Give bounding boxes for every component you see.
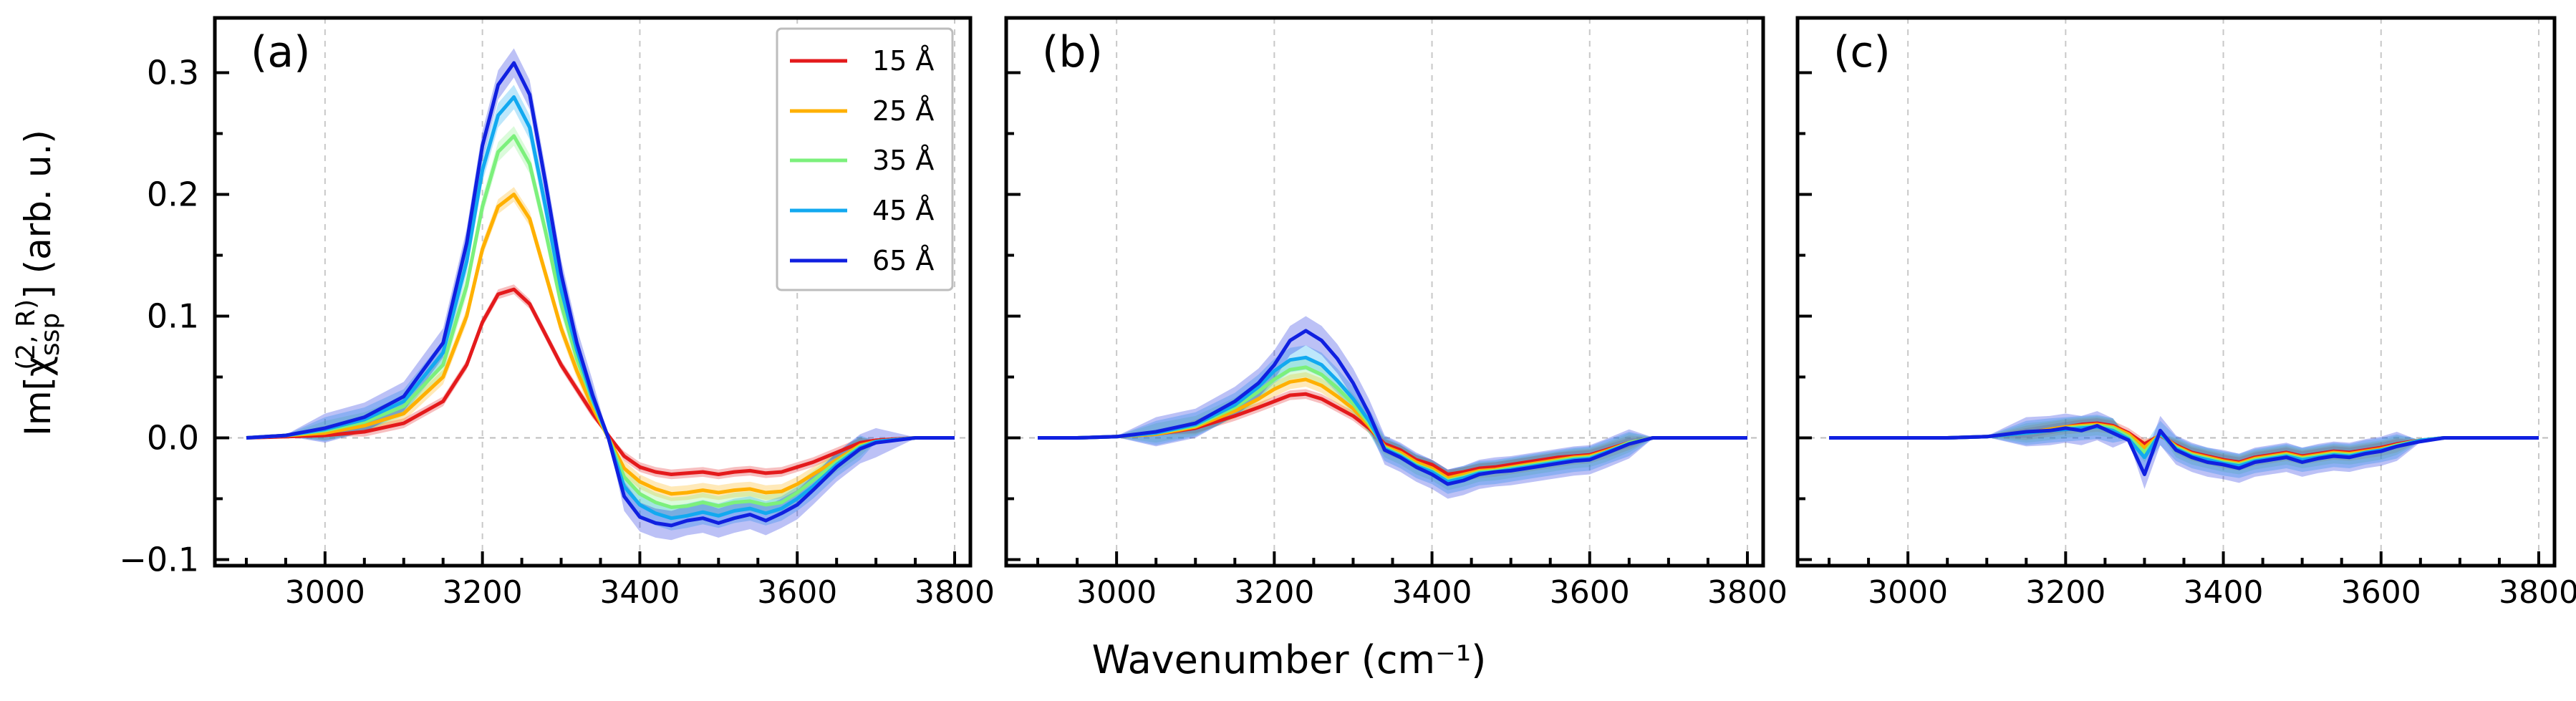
legend: 15 Å 25 Å 35 Å 45 Å 65 Å bbox=[776, 27, 954, 291]
panel-label: (c) bbox=[1833, 27, 1891, 77]
series-line-2 bbox=[246, 134, 955, 509]
x-tick-label: 3000 bbox=[1076, 574, 1157, 611]
y-axis-label-sup: (2, R) bbox=[11, 299, 41, 370]
x-tick-label: 3400 bbox=[2184, 574, 2264, 611]
x-tick-label: 3000 bbox=[1868, 574, 1948, 611]
series-line-3 bbox=[246, 95, 955, 521]
series-line-0 bbox=[246, 287, 955, 476]
series-line-4 bbox=[1038, 329, 1747, 486]
series-band-4 bbox=[1038, 316, 1747, 499]
legend-entry: 35 Å bbox=[790, 145, 934, 176]
x-tick-label: 3000 bbox=[285, 574, 365, 611]
x-tick-label: 3800 bbox=[915, 574, 995, 611]
panel-label: (b) bbox=[1042, 27, 1103, 77]
legend-label: 25 Å bbox=[872, 95, 934, 127]
x-tick-label: 3600 bbox=[1550, 574, 1630, 611]
x-tick-label: 3200 bbox=[443, 574, 523, 611]
y-axis-label-main: Im[χ bbox=[17, 356, 59, 436]
panels-layer: 3000 3200 3400 3600 3800−0.10.00.10.20.3 (a)3… bbox=[119, 16, 2576, 611]
series-line-4 bbox=[1829, 424, 2539, 476]
series-band-3 bbox=[1038, 345, 1747, 494]
series-band-2 bbox=[1829, 415, 2539, 475]
series-band-1 bbox=[1829, 417, 2539, 471]
legend-label: 35 Å bbox=[872, 145, 934, 176]
legend-label: 45 Å bbox=[872, 195, 934, 226]
series-line-4 bbox=[246, 61, 955, 528]
x-tick-label: 3600 bbox=[757, 574, 837, 611]
x-tick-label: 3800 bbox=[1707, 574, 1788, 611]
y-axis-label: Im[χssp(2, R)] (arb. u.) bbox=[11, 130, 65, 436]
x-axis-label: Wavenumber (cm⁻¹) bbox=[1092, 637, 1487, 682]
legend-entry: 45 Å bbox=[790, 195, 934, 226]
y-tick-label: 0.3 bbox=[147, 54, 199, 92]
legend-entry: 65 Å bbox=[790, 245, 934, 276]
plot-frame bbox=[1004, 16, 1765, 568]
x-tick-label: 3800 bbox=[2499, 574, 2576, 611]
legend-box bbox=[776, 27, 954, 291]
y-axis-label-sub: ssp bbox=[36, 313, 65, 356]
chart-panel-b: 3000 3200 3400 3600 3800 (b) bbox=[1004, 16, 1788, 611]
y-tick-label: 0.1 bbox=[147, 297, 199, 336]
y-tick-label: 0.2 bbox=[147, 175, 199, 214]
y-axis-label-tail: ] (arb. u.) bbox=[17, 130, 59, 299]
series-band-3 bbox=[1829, 415, 2539, 478]
legend-entry: 25 Å bbox=[790, 95, 934, 127]
legend-label: 65 Å bbox=[872, 245, 934, 276]
x-tick-label: 3200 bbox=[1234, 574, 1314, 611]
x-tick-label: 3200 bbox=[2025, 574, 2105, 611]
legend-entry: 15 Å bbox=[790, 45, 934, 77]
y-tick-label: 0.0 bbox=[147, 419, 199, 458]
panel-label: (a) bbox=[251, 27, 311, 77]
legend-label: 15 Å bbox=[872, 45, 934, 77]
x-tick-label: 3400 bbox=[599, 574, 680, 611]
y-tick-label: −0.1 bbox=[119, 541, 199, 579]
series-line-1 bbox=[246, 193, 955, 496]
chart-panel-a: 3000 3200 3400 3600 3800 −0.1 0.0 0.1 0.2 0.3 (a) bbox=[119, 16, 995, 611]
plot-frame bbox=[213, 16, 973, 568]
chart-panel-c: 3000 3200 3400 3600 3800 (c) bbox=[1795, 16, 2576, 611]
x-tick-label: 3600 bbox=[2341, 574, 2421, 611]
plot-frame bbox=[1795, 16, 2557, 568]
x-tick-label: 3400 bbox=[1392, 574, 1472, 611]
